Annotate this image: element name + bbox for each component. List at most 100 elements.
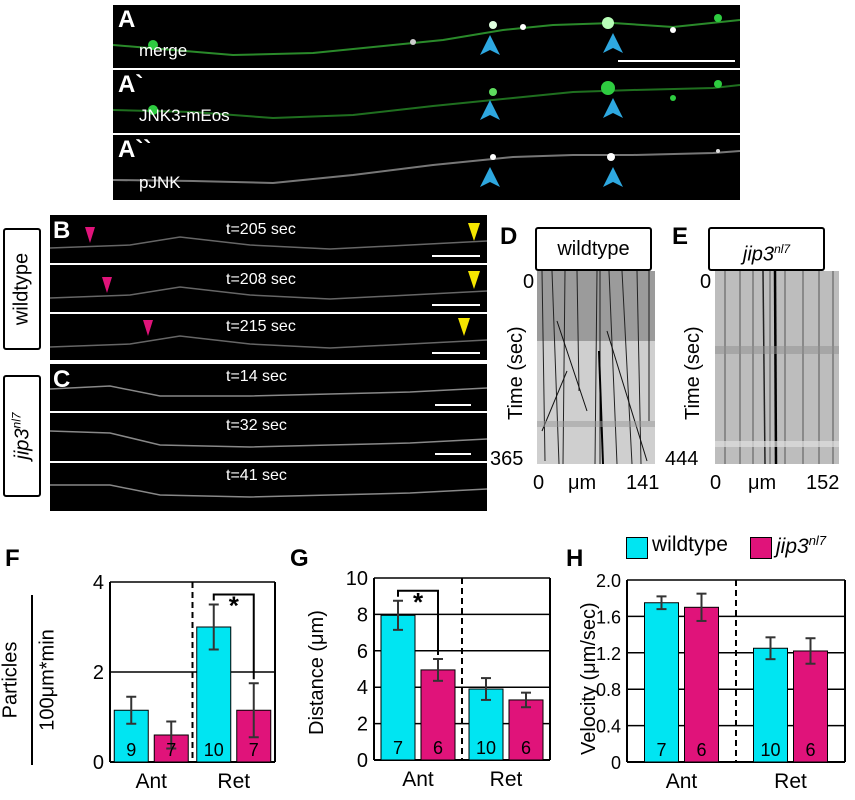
- x-tick-label: Ant: [135, 770, 167, 793]
- bar: [380, 614, 416, 761]
- x-tick-label: Ant: [402, 768, 434, 791]
- kymograph-e-traces: [715, 271, 839, 464]
- frame-time: t=32 sec: [226, 417, 287, 434]
- y-tick-label: 0: [93, 752, 104, 774]
- panel-letter-c: C: [53, 366, 71, 393]
- kymograph-e-title-text: jip3: [742, 243, 775, 266]
- y-tick-label: 4: [93, 572, 104, 594]
- chart-h: 0 0.4 0.8 1.2 1.6 2.0 7 6 Ant 10 6 Ret: [596, 571, 846, 793]
- bar: [684, 606, 719, 763]
- panel-a-label-pjnk: pJNK: [139, 173, 181, 192]
- panel-letter-d: D: [500, 223, 518, 250]
- kymograph-d-y-top: 0: [523, 271, 535, 293]
- kymograph-e-title-sup: nl7: [774, 242, 791, 256]
- panel-a-label-jnk3: JNK3-mEos: [139, 106, 230, 125]
- jip3-condition-label: jip3nl7: [3, 375, 41, 497]
- x-tick-label: Ret: [217, 770, 250, 793]
- kymograph-d-y-label: Time (sec): [505, 326, 527, 420]
- bar: [196, 626, 232, 763]
- y-tick-label: 1.6: [596, 607, 621, 627]
- n-label: 7: [166, 740, 176, 760]
- frame-time: t=14 sec: [226, 368, 287, 385]
- y-tick-label: 0: [357, 750, 368, 772]
- legend-jip3-name: jip3: [776, 535, 809, 558]
- legend-jip3-sup: nl7: [808, 533, 827, 548]
- panel-c-frame-1: C t=14 sec: [50, 364, 487, 411]
- n-label: 10: [476, 738, 496, 758]
- kymograph-d-x-right: 141: [626, 472, 660, 494]
- axon-image-b3: [50, 318, 487, 349]
- panel-a-pjnk-image: A`` pJNK: [113, 135, 740, 200]
- y-tick-label: 0.4: [596, 717, 621, 737]
- panel-a-jnk3-image: A` JNK3-mEos: [113, 70, 740, 133]
- kymograph-e-x-unit: μm: [748, 472, 777, 494]
- bar: [793, 650, 828, 763]
- scale-bar: [432, 352, 480, 354]
- kymograph-e-image: [715, 271, 839, 464]
- kymograph-d-traces: [537, 271, 655, 464]
- panel-letter-g: G: [290, 545, 309, 572]
- legend-swatch-jip3: [750, 537, 772, 559]
- n-label: 10: [760, 740, 780, 760]
- legend: wildtype jip3nl7: [626, 533, 851, 563]
- chart-g-ylabel: Distance (μm): [306, 610, 328, 735]
- bar: [468, 688, 504, 761]
- retrograde-marker-icon: [143, 320, 153, 336]
- scale-bar: [618, 60, 735, 62]
- kymograph-d-y-bottom: 365: [490, 448, 524, 470]
- bar: [113, 709, 149, 763]
- panel-letter-e: E: [672, 223, 689, 250]
- panel-letter-b: B: [53, 217, 71, 244]
- kymograph-e-y-label: Time (sec): [682, 326, 704, 420]
- anterograde-marker-icon: [468, 271, 480, 289]
- merge-micrograph: [113, 14, 740, 57]
- significance-star: *: [413, 587, 424, 617]
- axon-image-c2: [50, 430, 487, 448]
- y-tick-label: 4: [357, 677, 368, 699]
- n-label: 9: [126, 740, 136, 760]
- axon-image-b1: [50, 223, 487, 250]
- kymograph-d-x-left: 0: [533, 472, 545, 494]
- n-label: 6: [805, 740, 815, 760]
- significance-bracket: [212, 593, 255, 680]
- panel-letter-a: A: [118, 6, 136, 33]
- y-tick-label: 2.0: [596, 571, 621, 591]
- frame-time: t=41 sec: [226, 467, 287, 484]
- y-tick-label: 2: [357, 714, 368, 736]
- n-label: 6: [696, 740, 706, 760]
- panel-letter-h: H: [566, 545, 584, 572]
- chart-g: 0 2 4 6 8 10 7 6 Ant 10 6 Ret *: [346, 568, 551, 791]
- frame-time: t=205 sec: [226, 221, 296, 238]
- jip3-condition-text: jip3nl7: [10, 412, 35, 459]
- bar: [508, 699, 544, 761]
- x-tick-label: Ret: [490, 768, 523, 791]
- n-label: 7: [393, 738, 403, 758]
- y-tick-label: 1.2: [596, 644, 621, 664]
- bar: [420, 669, 456, 761]
- kymograph-d-image: [537, 271, 655, 464]
- panel-c-frame-3: t=41 sec: [50, 463, 487, 511]
- kymograph-e-x-left: 0: [710, 472, 722, 494]
- significance-star: *: [229, 591, 240, 621]
- anterograde-marker-icon: [468, 223, 480, 241]
- frame-time: t=215 sec: [226, 318, 296, 335]
- panel-c-frame-2: t=32 sec: [50, 413, 487, 461]
- n-label: 6: [433, 738, 443, 758]
- y-tick-label: 8: [357, 604, 368, 626]
- wildtype-condition-text: wildtype: [10, 252, 33, 326]
- legend-swatch-wildtype: [626, 537, 648, 559]
- n-label: 10: [204, 740, 224, 760]
- jnk3-micrograph: [113, 80, 740, 120]
- n-label: 7: [249, 740, 259, 760]
- panel-b-frame-3: t=215 sec: [50, 314, 487, 360]
- panel-letter-a-double-prime: A``: [118, 136, 152, 163]
- anterograde-marker-icon: [458, 318, 470, 336]
- n-label: 6: [521, 738, 531, 758]
- chart-f-ylabel-rule: [31, 595, 33, 765]
- scale-bar: [435, 453, 471, 455]
- y-tick-label: 2: [93, 662, 104, 684]
- bar: [644, 602, 679, 763]
- jip3-allele-sup: nl7: [9, 412, 24, 429]
- scale-bar: [435, 404, 471, 406]
- axon-image-c3: [50, 484, 487, 498]
